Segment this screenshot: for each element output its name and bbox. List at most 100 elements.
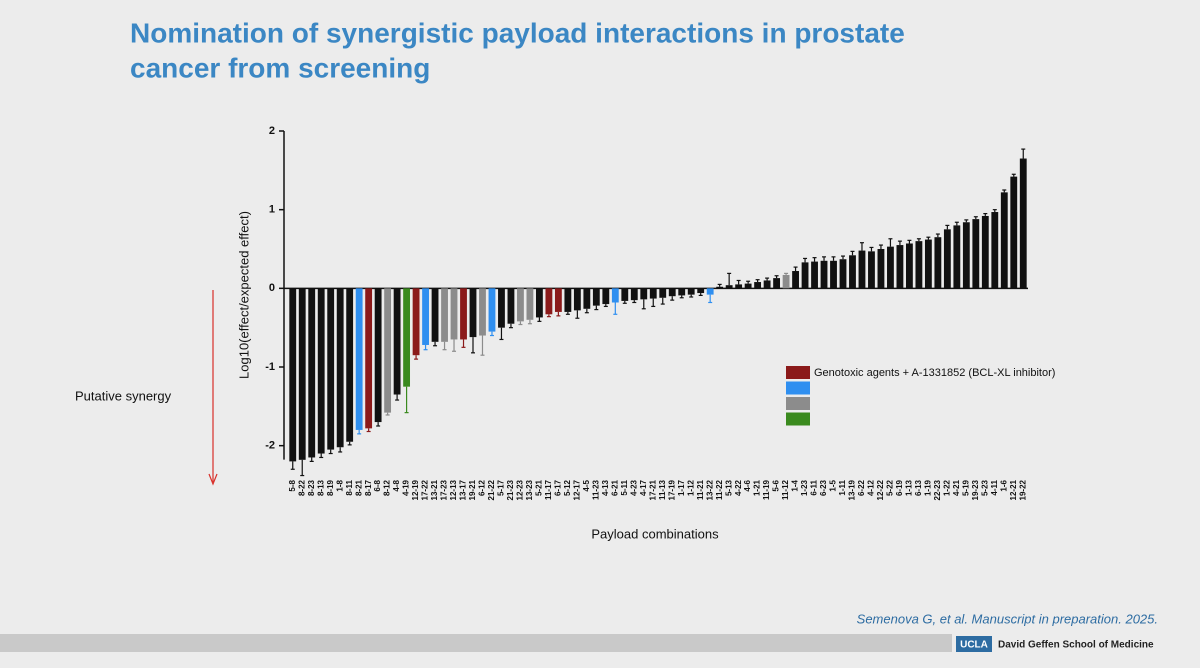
x-tick-label: 17-22 — [421, 479, 430, 500]
citation: Semenova G, et al. Manuscript in prepara… — [857, 611, 1158, 626]
annotation: Putative synergy — [75, 388, 172, 403]
bar — [953, 225, 961, 289]
bar — [460, 288, 467, 340]
x-tick-label: 5-17 — [497, 479, 506, 496]
bar — [887, 246, 894, 289]
footer-bar — [0, 634, 952, 652]
x-tick-label: 4-23 — [629, 479, 638, 496]
x-tick-label: 1-17 — [677, 479, 686, 496]
y-tick-label: -1 — [265, 361, 275, 373]
x-tick-label: 17-23 — [440, 479, 449, 500]
x-tick-label: 1-4 — [791, 479, 800, 491]
bar — [545, 288, 553, 315]
legend-swatch — [786, 381, 810, 395]
x-tick-label: 12-17 — [572, 479, 581, 500]
legend-swatch — [786, 397, 810, 410]
logo-box — [956, 636, 992, 652]
x-tick-label: 6-13 — [914, 479, 923, 496]
x-tick-label: 11-17 — [544, 479, 553, 500]
bar — [403, 288, 411, 387]
bar — [858, 250, 866, 289]
bar — [564, 288, 572, 312]
x-tick-label: 6-21 — [610, 479, 619, 496]
bar — [640, 288, 648, 300]
x-tick-label: 11-21 — [696, 479, 705, 500]
bar — [517, 288, 524, 322]
bar — [431, 288, 439, 342]
synergy-arrowhead — [208, 473, 218, 486]
x-tick-label: 11-12 — [781, 479, 790, 500]
x-tick-label: 4-17 — [639, 479, 648, 496]
x-tick-label: 5-11 — [620, 479, 629, 495]
legend-label: Genotoxic agents + A-1331852 (BCL-XL inh… — [814, 367, 1055, 379]
bar — [915, 241, 923, 289]
x-tick-label: 22-23 — [933, 479, 942, 500]
bar — [801, 262, 809, 289]
bar — [896, 245, 904, 289]
bar — [554, 288, 562, 312]
x-tick-label: 4-6 — [743, 479, 752, 491]
bar — [943, 229, 951, 289]
logo: UCLA — [960, 640, 988, 651]
bar — [735, 284, 743, 289]
title-line: cancer from screening — [130, 52, 430, 83]
bar — [498, 288, 505, 328]
bar — [469, 288, 477, 338]
x-tick-label: 6-12 — [478, 479, 487, 496]
x-tick-label: 13-23 — [525, 479, 534, 500]
bar — [611, 288, 619, 303]
bar — [1000, 192, 1008, 289]
bar — [355, 288, 363, 430]
bar — [773, 278, 781, 289]
x-tick-label: 4-13 — [601, 479, 610, 496]
x-tick-label: 11-22 — [715, 479, 724, 500]
x-tick-label: 4-22 — [734, 479, 743, 496]
bar — [1010, 176, 1018, 289]
x-tick-label: 11-19 — [762, 479, 771, 500]
x-tick-label: 6-11 — [810, 479, 819, 495]
x-tick-label: 21-22 — [487, 479, 496, 500]
x-tick-label: 8-22 — [297, 479, 306, 496]
bar — [592, 288, 600, 306]
bar — [849, 255, 856, 289]
bar — [792, 271, 799, 289]
bar — [488, 288, 496, 332]
x-tick-label: 12-23 — [516, 479, 525, 500]
legend-swatch — [786, 366, 810, 379]
x-tick-label: 17-19 — [667, 479, 676, 500]
bar — [308, 288, 316, 458]
x-tick-label: 12-21 — [1009, 479, 1018, 500]
bar — [659, 288, 667, 298]
bar — [621, 288, 629, 301]
bar — [422, 288, 429, 345]
bar — [972, 219, 980, 289]
bar — [374, 288, 382, 423]
bar — [924, 239, 932, 289]
bar — [298, 288, 306, 460]
school-name: David Geffen School of Medicine — [998, 640, 1154, 651]
y-tick-label: 2 — [269, 125, 275, 137]
x-tick-label: 8-11 — [345, 479, 354, 495]
bar — [365, 288, 373, 429]
bar — [725, 285, 733, 289]
bar — [754, 282, 762, 289]
x-tick-label: 1-23 — [800, 479, 809, 496]
bar — [830, 260, 837, 289]
bar — [479, 288, 486, 336]
bar — [668, 288, 676, 297]
x-tick-label: 19-21 — [468, 479, 477, 500]
y-tick-label: -2 — [265, 440, 275, 452]
bar — [327, 288, 335, 450]
x-tick-label: 6-23 — [819, 479, 828, 496]
bar — [507, 288, 515, 324]
bar — [289, 288, 297, 462]
x-tick-label: 6-17 — [553, 479, 562, 496]
y-axis-label: Log10(effect/expected effect) — [236, 211, 251, 379]
bar — [678, 288, 686, 296]
x-tick-label: 5-13 — [724, 479, 733, 496]
bar — [583, 288, 591, 309]
x-tick-label: 5-12 — [563, 479, 572, 496]
x-tick-label: 8-17 — [364, 479, 373, 496]
